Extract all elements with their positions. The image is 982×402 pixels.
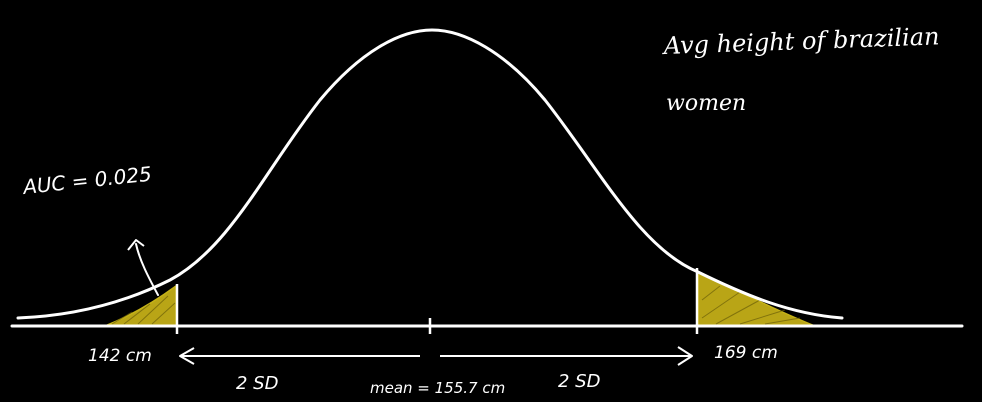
right-tail-hatching — [701, 285, 801, 325]
title-line-2: women — [666, 91, 746, 116]
title-line-1: Avg height of brazilian — [661, 22, 940, 60]
left-sd-label: 2 SD — [236, 373, 278, 394]
right-cutoff-label: 169 cm — [714, 343, 778, 363]
right-sd-arrow-head — [677, 346, 693, 366]
left-sd-arrow-head — [179, 347, 195, 365]
auc-label: AUC = 0.025 — [20, 162, 153, 200]
mean-label: mean = 155.7 cm — [370, 379, 505, 397]
right-sd-label: 2 SD — [558, 371, 600, 392]
left-tail-hatching — [111, 295, 176, 325]
left-cutoff-label: 142 cm — [88, 346, 152, 366]
auc-pointer-arrow — [135, 243, 159, 296]
auc-pointer-arrow-head — [127, 239, 145, 251]
